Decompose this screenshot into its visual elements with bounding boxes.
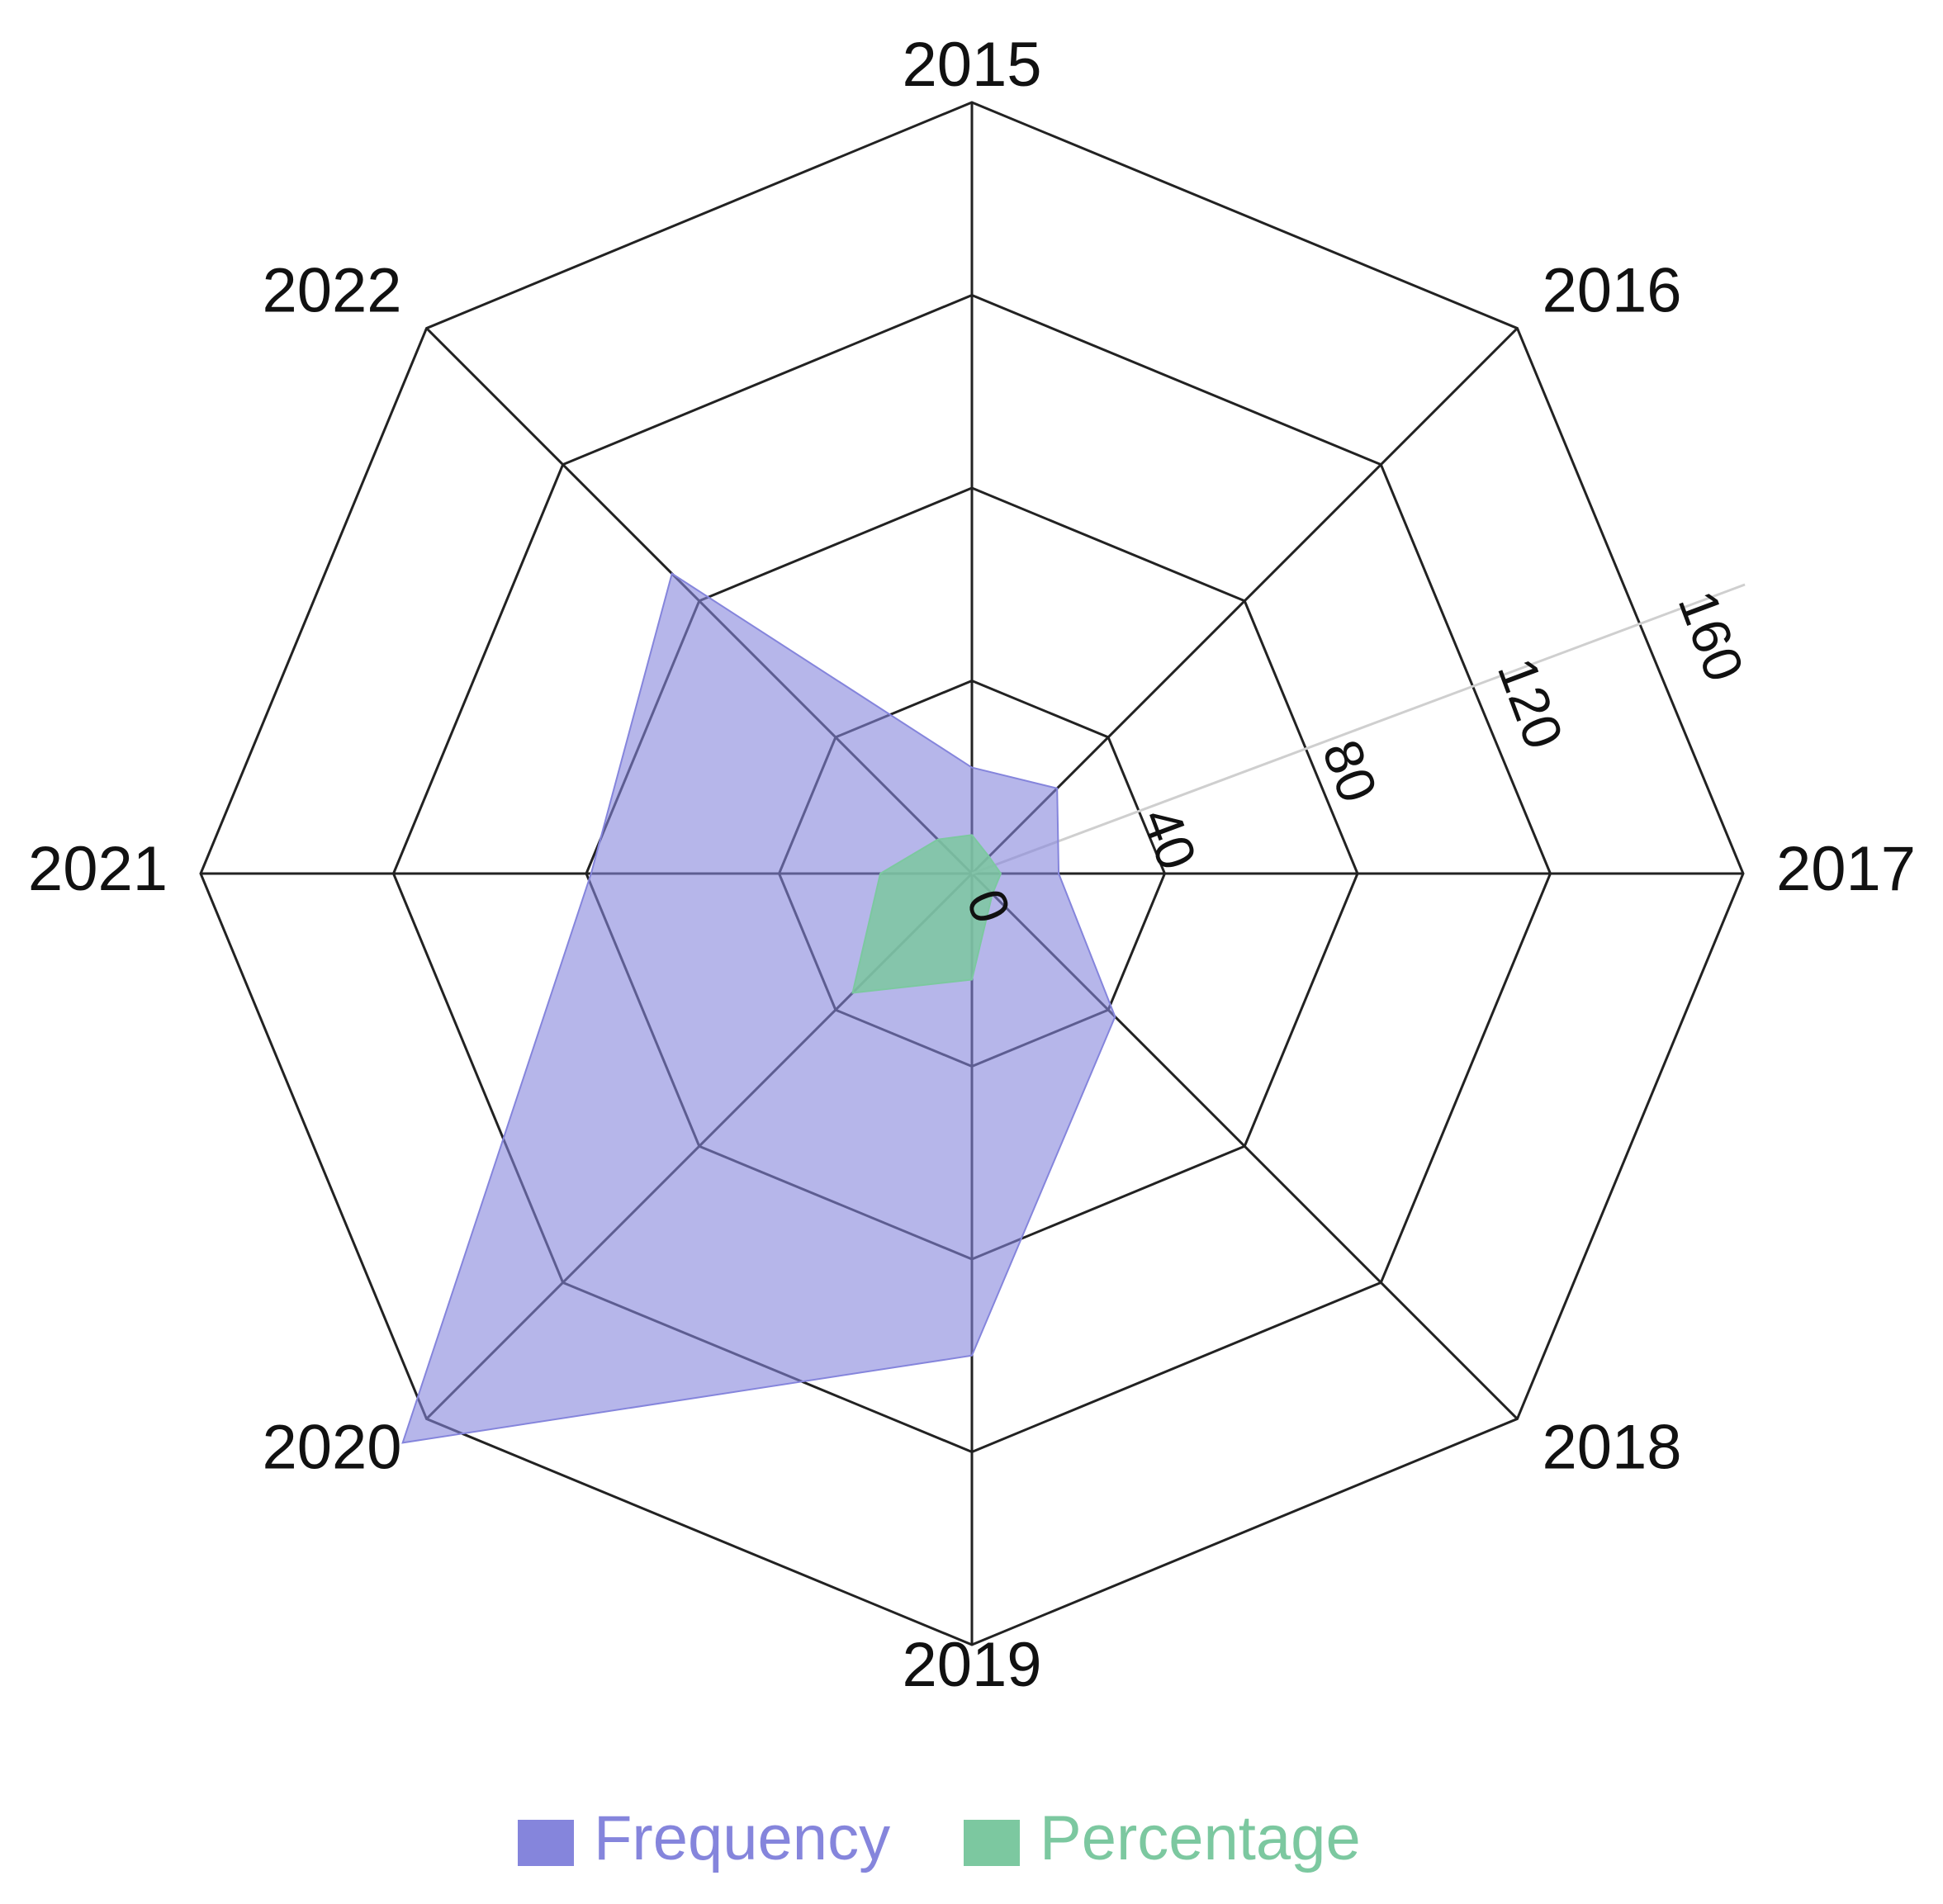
radial-axis-line bbox=[971, 583, 1746, 875]
category-label-2016: 2016 bbox=[1542, 256, 1681, 326]
spoke-2016 bbox=[970, 327, 1519, 875]
legend-swatch-frequency bbox=[518, 1820, 574, 1866]
category-label-2021: 2021 bbox=[28, 834, 168, 904]
data-point-percentage-2017[interactable] bbox=[999, 872, 1002, 875]
data-point-percentage-2016[interactable] bbox=[988, 855, 991, 858]
data-point-frequency-2022[interactable] bbox=[671, 572, 674, 575]
data-point-frequency-2018[interactable] bbox=[1113, 1015, 1116, 1018]
tick-label-160: 160 bbox=[1667, 583, 1756, 689]
category-label-2019: 2019 bbox=[902, 1630, 1041, 1700]
category-label-2015: 2015 bbox=[902, 30, 1041, 100]
legend-item-frequency[interactable]: Frequency bbox=[518, 1803, 890, 1873]
data-point-frequency-2015[interactable] bbox=[970, 766, 974, 770]
legend-label-frequency: Frequency bbox=[594, 1803, 890, 1873]
category-label-2018: 2018 bbox=[1542, 1413, 1681, 1483]
data-point-percentage-2019[interactable] bbox=[970, 978, 974, 981]
legend-swatch-percentage bbox=[964, 1820, 1020, 1866]
data-point-frequency-2019[interactable] bbox=[970, 1354, 974, 1357]
category-labels: 2015 2016 2017 2018 2019 2020 2021 2022 bbox=[28, 30, 1916, 1700]
data-point-percentage-2022[interactable] bbox=[936, 838, 940, 841]
tick-label-120: 120 bbox=[1486, 650, 1576, 756]
radar-series bbox=[401, 572, 1116, 1444]
legend[interactable]: Frequency Percentage bbox=[518, 1803, 1361, 1873]
legend-label-percentage: Percentage bbox=[1040, 1803, 1361, 1873]
data-point-frequency-2017[interactable] bbox=[1057, 872, 1060, 875]
category-label-2020: 2020 bbox=[262, 1413, 401, 1483]
legend-item-percentage[interactable]: Percentage bbox=[964, 1803, 1361, 1873]
data-point-percentage-2015[interactable] bbox=[970, 833, 974, 836]
category-label-2022: 2022 bbox=[262, 256, 401, 326]
series-area-percentage[interactable] bbox=[851, 834, 1002, 994]
category-label-2017: 2017 bbox=[1776, 834, 1916, 904]
series-area-frequency[interactable] bbox=[401, 572, 1116, 1444]
data-point-percentage-2021[interactable] bbox=[879, 872, 882, 875]
data-point-frequency-2016[interactable] bbox=[1055, 787, 1059, 790]
data-point-frequency-2021[interactable] bbox=[590, 872, 593, 875]
data-point-percentage-2020[interactable] bbox=[851, 991, 855, 994]
